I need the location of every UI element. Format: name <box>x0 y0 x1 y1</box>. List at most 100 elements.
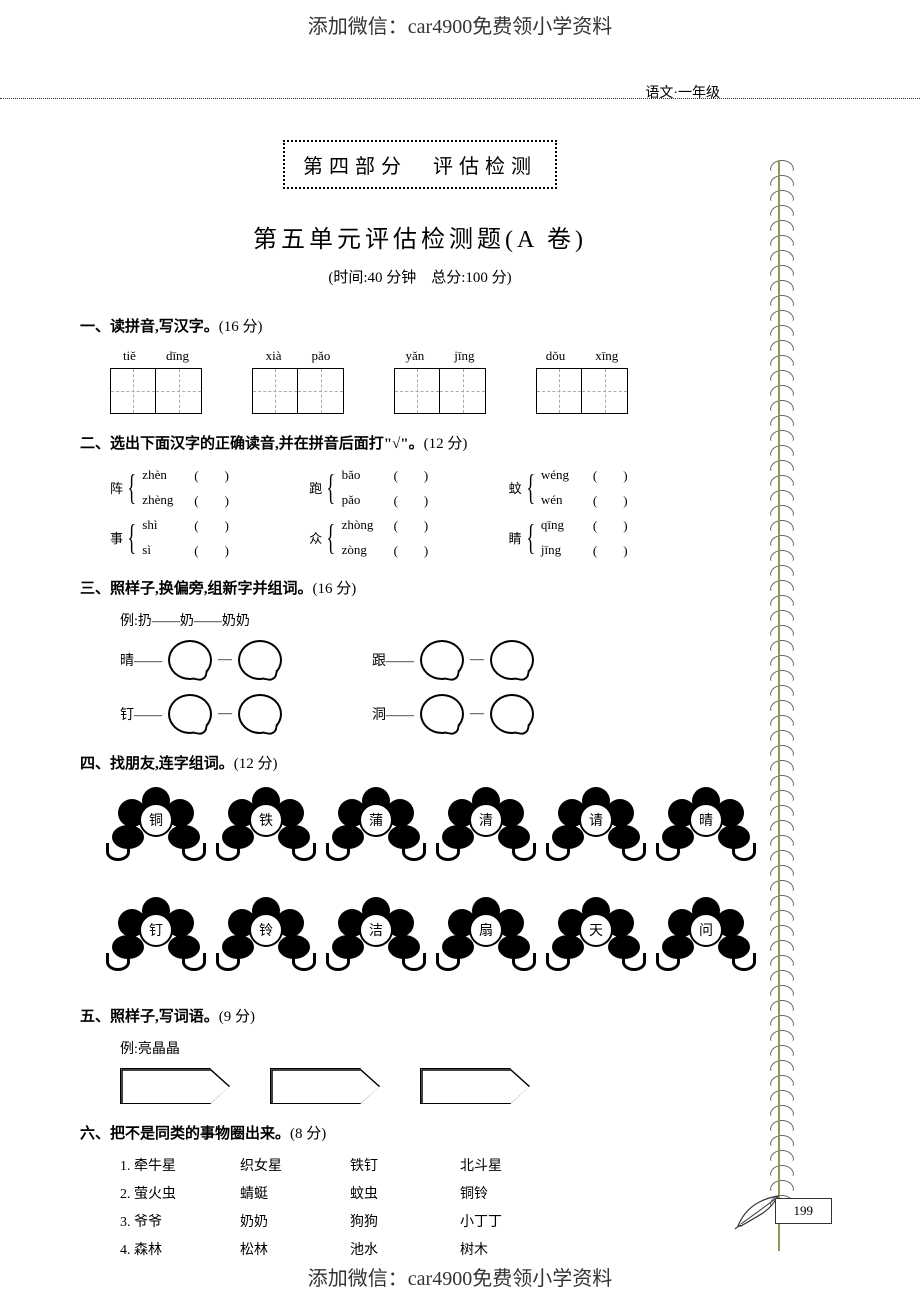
answer-bubble[interactable] <box>490 640 534 680</box>
flower-char[interactable]: 铜 <box>110 785 202 855</box>
binding-ring <box>770 865 794 877</box>
q6-word[interactable]: 4. 森林 <box>120 1239 190 1259</box>
q3-item: 洞—— — <box>372 694 534 734</box>
q2-item: 睛 { qīng( ) jīng( ) <box>509 515 648 559</box>
answer-bubble[interactable] <box>238 694 282 734</box>
q4-title: 四、找朋友,连字组词。(12 分) <box>80 752 760 773</box>
check-paren[interactable]: ( ) <box>394 465 449 484</box>
watermark-bottom: 添加微信：car4900免费领小学资料 <box>0 1262 920 1291</box>
q6-word[interactable]: 树木 <box>460 1239 520 1259</box>
binding-ring <box>770 805 794 817</box>
char-write-box[interactable] <box>156 368 202 414</box>
q6-word[interactable]: 北斗星 <box>460 1155 520 1175</box>
answer-bubble[interactable] <box>420 694 464 734</box>
flower-char[interactable]: 清 <box>440 785 532 855</box>
check-paren[interactable]: ( ) <box>194 540 249 559</box>
binding-ring <box>770 295 794 307</box>
check-paren[interactable]: ( ) <box>394 540 449 559</box>
arrow-blank[interactable] <box>120 1068 230 1104</box>
flower-char[interactable]: 扇 <box>440 895 532 965</box>
flower-char[interactable]: 问 <box>660 895 752 965</box>
answer-bubble[interactable] <box>168 640 212 680</box>
answer-bubble[interactable] <box>490 694 534 734</box>
pinyin-label: pǎo <box>312 348 331 364</box>
q6-word[interactable]: 织女星 <box>240 1155 300 1175</box>
q6-word[interactable]: 1. 牵牛星 <box>120 1155 190 1175</box>
check-paren[interactable]: ( ) <box>194 515 249 534</box>
binding-ring <box>770 205 794 217</box>
binding-ring <box>770 910 794 922</box>
flower-char[interactable]: 请 <box>550 785 642 855</box>
q6-word[interactable]: 奶奶 <box>240 1211 300 1231</box>
q2-char: 蚊 <box>509 478 522 497</box>
char-write-box[interactable] <box>110 368 156 414</box>
check-paren[interactable]: ( ) <box>194 490 249 509</box>
check-paren[interactable]: ( ) <box>593 490 648 509</box>
binding-ring <box>770 955 794 967</box>
flower-char[interactable]: 晴 <box>660 785 752 855</box>
flower-char[interactable]: 铃 <box>220 895 312 965</box>
binding-ring <box>770 1015 794 1027</box>
q2-item: 事 { shì( ) sì( ) <box>110 515 249 559</box>
q6-word[interactable]: 铁钉 <box>350 1155 410 1175</box>
binding-ring <box>770 670 794 682</box>
char-write-box[interactable] <box>298 368 344 414</box>
flower-char[interactable]: 天 <box>550 895 642 965</box>
answer-bubble[interactable] <box>238 640 282 680</box>
q2-char: 众 <box>309 528 322 547</box>
check-paren[interactable]: ( ) <box>394 515 449 534</box>
binding-ring <box>770 445 794 457</box>
q6-row: 4. 森林 松林 池水 树木 <box>120 1239 760 1259</box>
answer-bubble[interactable] <box>168 694 212 734</box>
check-paren[interactable]: ( ) <box>194 465 249 484</box>
arrow-blank[interactable] <box>420 1068 530 1104</box>
char-write-box[interactable] <box>536 368 582 414</box>
check-paren[interactable]: ( ) <box>593 515 648 534</box>
pinyin-label: dīng <box>166 348 189 364</box>
q6-word[interactable]: 池水 <box>350 1239 410 1259</box>
flower-char[interactable]: 洁 <box>330 895 422 965</box>
binding-ring <box>770 760 794 772</box>
q6-word[interactable]: 狗狗 <box>350 1211 410 1231</box>
section-box: 第四部分 评估检测 <box>283 140 557 189</box>
binding-ring <box>770 400 794 412</box>
binding-ring <box>770 460 794 472</box>
check-paren[interactable]: ( ) <box>593 540 648 559</box>
q6-word[interactable]: 铜铃 <box>460 1183 520 1203</box>
flower-char[interactable]: 铁 <box>220 785 312 855</box>
q4-row1: 铜 铁 蒲 清 请 晴 <box>110 785 760 855</box>
q2-row: 事 { shì( ) sì( ) 众 { zhòng( ) zòng( ) 睛 … <box>110 515 760 559</box>
pinyin-option: qīng <box>541 517 593 533</box>
pinyin-option: wéng <box>541 467 593 483</box>
binding-ring <box>770 1000 794 1012</box>
q2-title: 二、选出下面汉字的正确读音,并在拼音后面打"√"。(12 分) <box>80 432 760 453</box>
char-write-box[interactable] <box>440 368 486 414</box>
binding-ring <box>770 1135 794 1147</box>
time-score: (时间:40 分钟 总分:100 分) <box>80 266 760 287</box>
pinyin-label: tiě <box>123 348 136 364</box>
char-write-box[interactable] <box>582 368 628 414</box>
worksheet-content: 第四部分 评估检测 第五单元评估检测题(A 卷) (时间:40 分钟 总分:10… <box>80 120 760 1267</box>
binding-ring <box>770 730 794 742</box>
brace-icon: { <box>127 471 136 503</box>
check-paren[interactable]: ( ) <box>394 490 449 509</box>
q1-row: tiědīngxiàpǎoyǎnjīngdǒuxīng <box>110 348 760 414</box>
flower-center-char: 问 <box>689 913 723 947</box>
char-write-box[interactable] <box>252 368 298 414</box>
arrow-blank[interactable] <box>270 1068 380 1104</box>
q6-word[interactable]: 3. 爷爷 <box>120 1211 190 1231</box>
q1-title: 一、读拼音,写汉字。(16 分) <box>80 315 760 336</box>
q6-word[interactable]: 小丁丁 <box>460 1211 520 1231</box>
q6-word[interactable]: 蚊虫 <box>350 1183 410 1203</box>
dash: — <box>218 706 232 722</box>
flower-char[interactable]: 蒲 <box>330 785 422 855</box>
q6-word[interactable]: 松林 <box>240 1239 300 1259</box>
q6-word[interactable]: 蜻蜓 <box>240 1183 300 1203</box>
q5-title: 五、照样子,写词语。(9 分) <box>80 1005 760 1026</box>
binding-ring <box>770 1030 794 1042</box>
q6-word[interactable]: 2. 萤火虫 <box>120 1183 190 1203</box>
flower-char[interactable]: 钉 <box>110 895 202 965</box>
answer-bubble[interactable] <box>420 640 464 680</box>
char-write-box[interactable] <box>394 368 440 414</box>
check-paren[interactable]: ( ) <box>593 465 648 484</box>
